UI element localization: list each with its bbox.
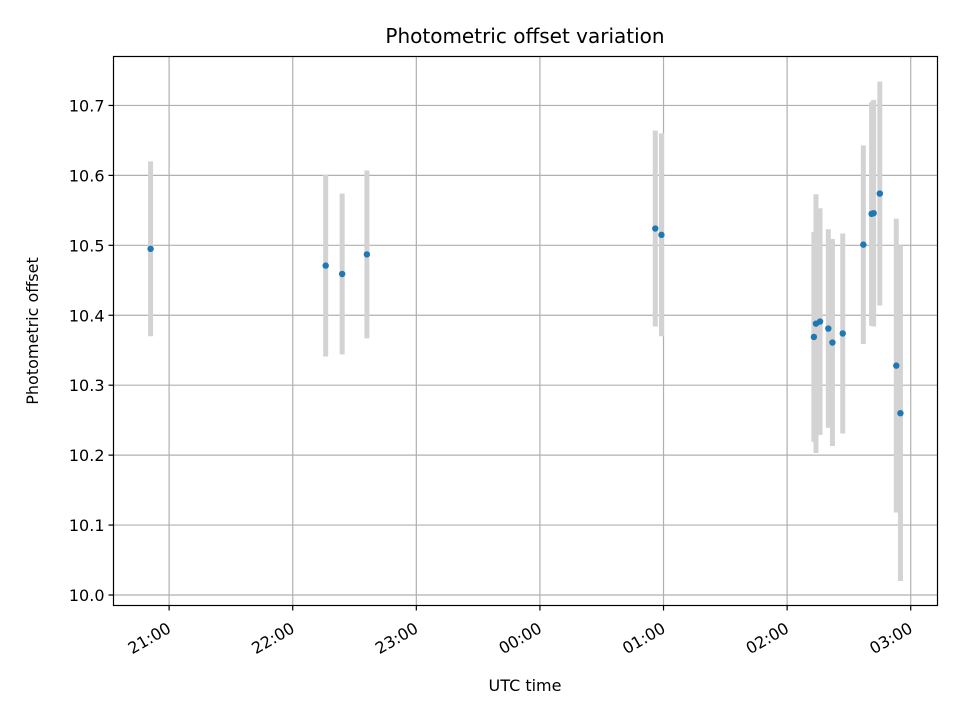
data-point bbox=[870, 209, 877, 217]
grid bbox=[113, 56, 938, 606]
y-tick-label: 10.0 bbox=[69, 586, 105, 605]
y-tick-label: 10.5 bbox=[69, 236, 105, 255]
data-point bbox=[658, 231, 665, 239]
y-tick-label: 10.2 bbox=[69, 446, 105, 465]
chart-title: Photometric offset variation bbox=[385, 24, 664, 48]
data-point bbox=[839, 330, 846, 337]
y-tick-label: 10.4 bbox=[69, 306, 105, 325]
y-tick-label: 10.6 bbox=[69, 166, 105, 185]
data-point bbox=[816, 318, 824, 325]
data-point bbox=[322, 262, 329, 269]
data-point bbox=[860, 241, 867, 248]
data-point bbox=[652, 225, 659, 232]
data-points bbox=[147, 190, 904, 417]
data-point bbox=[897, 409, 904, 417]
data-point bbox=[893, 362, 900, 369]
data-point bbox=[829, 339, 836, 346]
data-point bbox=[338, 270, 346, 278]
x-axis-label: UTC time bbox=[489, 676, 562, 695]
y-axis-label: Photometric offset bbox=[23, 257, 42, 405]
plot-frame bbox=[112, 55, 939, 607]
data-point bbox=[363, 251, 371, 258]
y-tick-label: 10.1 bbox=[69, 516, 105, 535]
y-tick-label: 10.7 bbox=[69, 96, 105, 115]
data-point bbox=[147, 245, 154, 253]
y-axis-ticks: 10.0 10.1 10.2 10.3 10.4 10.5 10.6 10.7 bbox=[69, 96, 114, 605]
y-tick-label: 10.3 bbox=[69, 376, 105, 395]
data-point bbox=[810, 333, 818, 341]
data-point bbox=[825, 325, 832, 332]
data-point bbox=[876, 190, 884, 197]
